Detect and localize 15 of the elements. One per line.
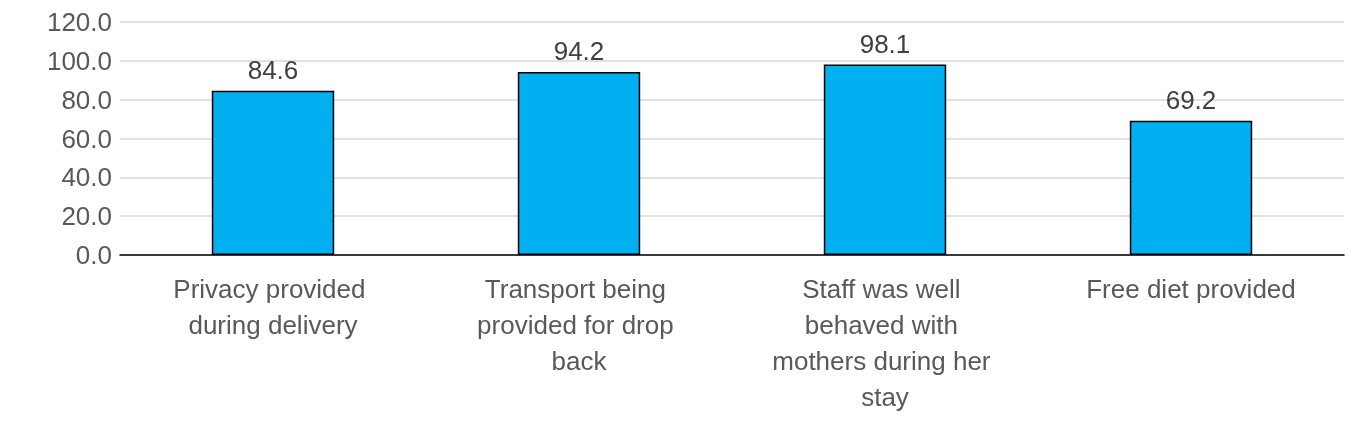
y-tick-label: 100.0 [46, 45, 112, 76]
y-tick-label: 0.0 [75, 240, 112, 270]
data-label: 98.1 [859, 28, 911, 59]
x-tick-label: Staff was well behaved with mothers during her stay [772, 274, 998, 412]
x-tick-label: Free diet provided [1086, 274, 1296, 304]
y-tick-label: 80.0 [61, 84, 112, 115]
x-tick-label: Transport being provided for drop back [477, 274, 681, 376]
y-tick-label: 120.0 [46, 7, 112, 37]
y-tick-label: 60.0 [61, 123, 112, 154]
y-tick-label: 20.0 [61, 201, 112, 232]
data-label: 94.2 [553, 36, 605, 67]
data-label: 84.6 [247, 54, 299, 85]
y-tick-label: 40.0 [61, 162, 112, 193]
x-tick-label: Privacy provided during delivery [173, 274, 373, 340]
data-label: 69.2 [1165, 84, 1217, 115]
